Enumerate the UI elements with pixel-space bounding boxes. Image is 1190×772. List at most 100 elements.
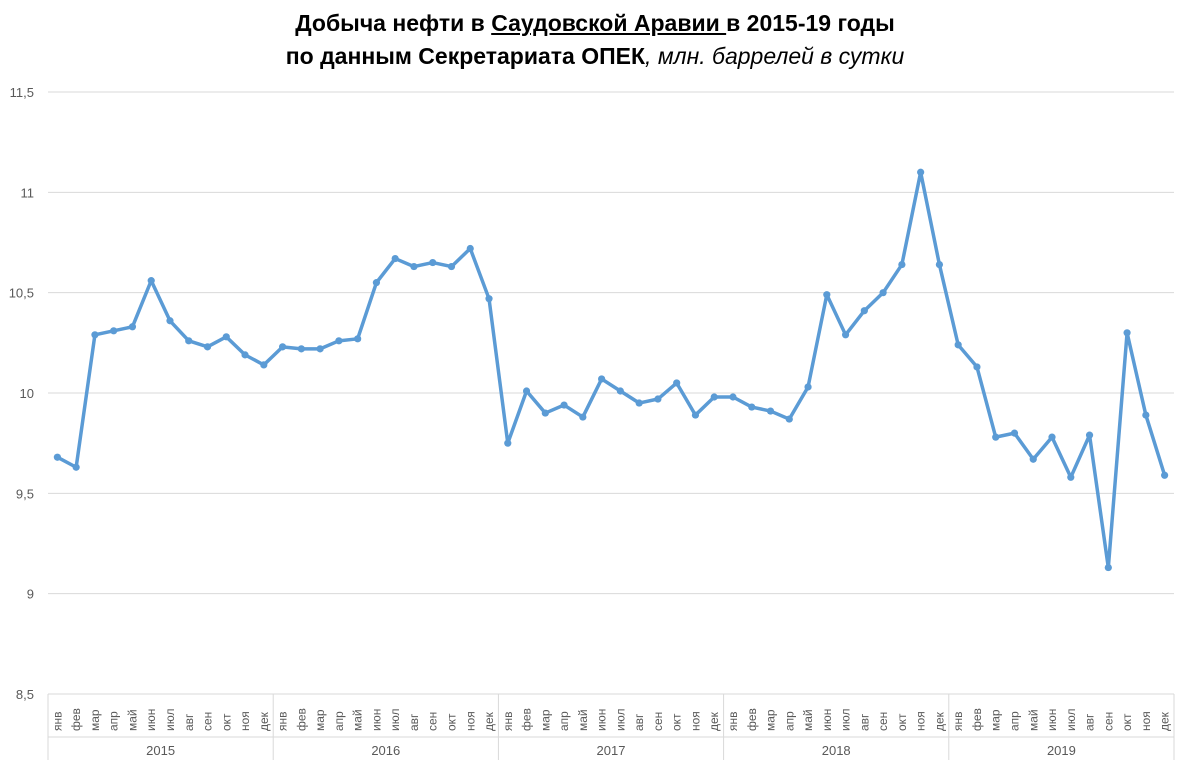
x-month-label: авг (182, 713, 196, 731)
x-month-label: ноя (914, 711, 928, 731)
x-month-label: авг (632, 713, 646, 731)
data-point (673, 379, 681, 387)
data-point (278, 343, 287, 351)
x-month-label: окт (1120, 713, 1134, 731)
x-month-label: мар (313, 709, 327, 731)
data-point (823, 291, 831, 299)
data-point (860, 307, 868, 315)
y-tick-label: 11,5 (10, 85, 34, 100)
data-point (804, 383, 812, 391)
data-point (1104, 563, 1112, 572)
title-period: в 2015-19 годы (726, 10, 895, 36)
data-point (335, 337, 343, 345)
x-month-label: сен (426, 712, 440, 731)
x-month-label: апр (332, 711, 346, 731)
data-point (166, 317, 174, 325)
data-point (841, 331, 850, 339)
data-point (579, 413, 587, 421)
data-point (691, 411, 700, 419)
data-point (879, 289, 887, 297)
x-year-label: 2017 (597, 743, 626, 758)
y-tick-label: 11 (21, 185, 35, 200)
data-point (466, 244, 474, 253)
data-point (316, 345, 324, 353)
data-point (203, 343, 212, 351)
data-point (560, 401, 568, 409)
x-month-label: май (351, 709, 365, 731)
data-point (410, 262, 418, 271)
x-month-label: янв (951, 712, 965, 732)
x-month-label: апр (557, 711, 571, 731)
x-year-label: 2015 (146, 743, 175, 758)
x-month-label: окт (219, 713, 233, 731)
x-month-label: ноя (238, 711, 252, 731)
x-month-label: дек (1158, 711, 1172, 731)
data-point (992, 433, 1000, 441)
data-point (710, 393, 718, 401)
x-month-label: мар (538, 709, 552, 731)
data-point (1048, 433, 1056, 441)
x-month-label: май (125, 709, 139, 731)
data-point (72, 463, 80, 471)
data-point (91, 331, 99, 339)
x-month-label: апр (782, 711, 796, 731)
x-month-label: дек (482, 711, 496, 731)
x-month-label: янв (501, 712, 515, 732)
x-month-label: апр (1007, 711, 1021, 731)
x-month-label: дек (257, 711, 271, 731)
data-point (654, 395, 662, 403)
data-point (222, 333, 230, 341)
x-year-label: 2016 (371, 743, 400, 758)
data-point (185, 337, 193, 345)
data-point (53, 453, 61, 461)
x-month-label: фев (520, 708, 534, 731)
title-units: , млн. баррелей в сутки (645, 43, 905, 69)
data-point (635, 399, 643, 407)
x-month-label: дек (707, 711, 721, 731)
data-point (391, 254, 399, 263)
data-point (1029, 455, 1037, 463)
x-month-label: апр (107, 711, 121, 731)
x-month-label: окт (444, 713, 458, 731)
x-month-label: ноя (463, 711, 477, 731)
data-point (954, 341, 962, 349)
data-point (1067, 473, 1075, 481)
x-month-label: ноя (688, 711, 702, 731)
data-point (522, 387, 531, 395)
x-month-label: июл (388, 709, 402, 731)
x-month-label: мар (764, 709, 778, 731)
x-month-label: мар (989, 709, 1003, 731)
data-point (898, 260, 906, 269)
x-month-label: дек (932, 711, 946, 731)
data-point (616, 387, 624, 395)
data-point (354, 335, 362, 343)
data-point (1161, 471, 1169, 479)
x-month-label: июн (144, 709, 158, 731)
data-point (785, 415, 793, 423)
x-month-label: июн (369, 709, 383, 731)
y-tick-label: 10 (20, 386, 34, 401)
x-month-label: июл (839, 709, 853, 731)
data-point (260, 361, 268, 369)
y-tick-label: 8,5 (16, 687, 34, 702)
x-month-label: ноя (1139, 711, 1153, 731)
x-month-label: янв (276, 712, 290, 732)
data-point (110, 327, 118, 335)
x-month-label: окт (670, 713, 684, 731)
data-point (128, 323, 137, 331)
data-point (748, 403, 756, 411)
data-point (447, 262, 456, 271)
x-month-label: июн (595, 709, 609, 731)
x-month-label: мар (88, 709, 102, 731)
data-point (429, 258, 437, 267)
chart-title-line1: Добыча нефти в Саудовской Аравии в 2015-… (0, 10, 1190, 37)
title-source: по данным Секретариата ОПЕК (285, 43, 646, 69)
data-point (1142, 411, 1150, 419)
data-point (1123, 329, 1131, 337)
data-point (766, 407, 775, 415)
data-point (1010, 429, 1019, 437)
x-year-label: 2018 (822, 743, 851, 758)
x-month-label: сен (201, 712, 215, 731)
x-month-label: янв (726, 712, 740, 732)
